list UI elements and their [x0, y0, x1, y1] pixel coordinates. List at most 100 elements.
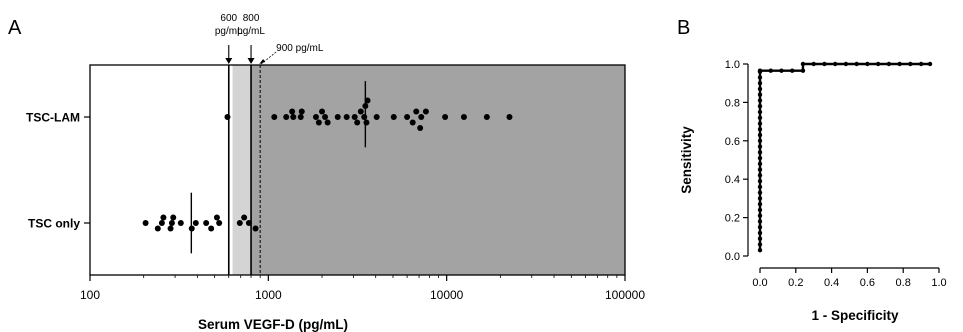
- data-point: [319, 108, 326, 115]
- roc-point: [757, 236, 763, 241]
- x-tick-label-0.4: 0.4: [824, 277, 839, 289]
- x-tick-label-0.2: 0.2: [788, 277, 803, 289]
- threshold-label-800: 800: [243, 13, 260, 24]
- threshold-arrowhead-800: [247, 58, 255, 64]
- data-point: [324, 119, 331, 126]
- data-point: [351, 114, 358, 120]
- data-point: [418, 114, 425, 120]
- data-point: [413, 108, 420, 115]
- x-tick-label-100: 100: [80, 288, 100, 302]
- data-point: [373, 114, 380, 120]
- panel-a-letter: A: [8, 17, 22, 39]
- roc-point: [908, 61, 913, 67]
- roc-point: [757, 190, 763, 195]
- x-axis-label: 1 - Specificity: [811, 308, 899, 323]
- roc-point: [757, 132, 763, 138]
- data-point: [213, 214, 220, 221]
- x-tick-label-0.6: 0.6: [860, 277, 875, 289]
- roc-point: [757, 173, 763, 178]
- roc-point: [757, 219, 763, 224]
- shaded-region-2: [251, 65, 626, 275]
- roc-point: [779, 68, 784, 73]
- roc-point: [757, 155, 763, 161]
- x-tick-label-10000: 10000: [430, 288, 464, 302]
- roc-point: [757, 68, 763, 73]
- data-point: [390, 114, 397, 120]
- roc-point: [790, 68, 795, 73]
- data-point: [363, 119, 370, 126]
- data-point: [271, 114, 278, 120]
- data-point: [203, 220, 210, 226]
- roc-point: [897, 61, 902, 67]
- data-point: [192, 220, 199, 226]
- data-point: [290, 114, 297, 120]
- roc-point: [757, 81, 763, 86]
- plot-frame: [89, 64, 626, 276]
- roc-point: [768, 68, 773, 73]
- y-tick-label-0.2: 0.2: [725, 213, 740, 225]
- data-point: [142, 220, 149, 226]
- shaded-region-1: [232, 65, 252, 275]
- roc-line: [758, 62, 931, 251]
- roc-point: [757, 184, 763, 190]
- roc-axes: 0.0 0.2 0.4 0.6 0.8 1.0 0.0 0.2 0.4 0.6 0.8 1.0: [725, 59, 947, 289]
- data-point: [241, 214, 248, 221]
- data-point: [334, 114, 341, 120]
- threshold-arrowhead-600: [225, 58, 233, 64]
- roc-point: [757, 98, 763, 103]
- data-point: [404, 114, 411, 120]
- roc-point: [832, 61, 838, 67]
- roc-point: [800, 68, 806, 73]
- roc-point: [757, 138, 763, 143]
- data-point: [154, 225, 161, 232]
- roc-point: [800, 61, 806, 67]
- y-tick-label-0.0: 0.0: [725, 251, 740, 263]
- roc-point: [865, 61, 870, 67]
- y-tick-label-0.4: 0.4: [725, 174, 740, 186]
- roc-point: [757, 213, 763, 218]
- panel-b-letter: B: [677, 17, 690, 39]
- y-tick-label-1.0: 1.0: [725, 59, 740, 71]
- roc-point: [757, 115, 763, 120]
- category-label-1: TSC-LAM: [26, 111, 80, 125]
- category-labels: TSC-LAM TSC only: [26, 111, 90, 231]
- data-point: [483, 114, 490, 120]
- data-point: [224, 114, 231, 120]
- roc-point: [757, 161, 763, 167]
- roc-point: [757, 121, 763, 126]
- y-axis-label: Sensitivity: [679, 126, 694, 194]
- threshold-arrowhead-900: [259, 59, 266, 64]
- roc-point: [757, 92, 763, 97]
- x-tick-label-1.0: 1.0: [931, 277, 946, 289]
- roc-point: [757, 201, 763, 207]
- data-point: [252, 225, 259, 232]
- data-point: [177, 220, 184, 226]
- data-point: [460, 114, 467, 120]
- roc-point: [757, 167, 763, 172]
- panel-b-chart: 0.0 0.2 0.4 0.6 0.8 1.0 0.0 0.2 0.4 0.6 0.8 1.0 1 -…: [679, 59, 947, 323]
- data-point: [506, 114, 513, 120]
- data-point: [283, 114, 290, 120]
- data-point: [361, 114, 368, 120]
- x-tick-label-0.8: 0.8: [896, 277, 911, 289]
- roc-point: [757, 86, 763, 92]
- x-tick-label-0.0: 0.0: [752, 277, 767, 289]
- category-label-2: TSC only: [28, 217, 80, 231]
- data-point: [158, 220, 165, 226]
- roc-point: [886, 61, 892, 67]
- roc-point: [757, 75, 763, 80]
- data-point: [236, 220, 243, 226]
- x-axis: 100 1000 10000 100000: [80, 275, 645, 302]
- data-point: [245, 220, 252, 226]
- roc-point: [757, 248, 763, 253]
- data-point: [216, 220, 223, 226]
- roc-point: [757, 207, 763, 213]
- roc-point: [811, 61, 816, 67]
- data-point: [168, 220, 175, 226]
- roc-point: [757, 127, 763, 132]
- roc-point: [757, 144, 763, 149]
- y-tick-label-0.6: 0.6: [725, 136, 740, 148]
- roc-curve: [757, 61, 933, 253]
